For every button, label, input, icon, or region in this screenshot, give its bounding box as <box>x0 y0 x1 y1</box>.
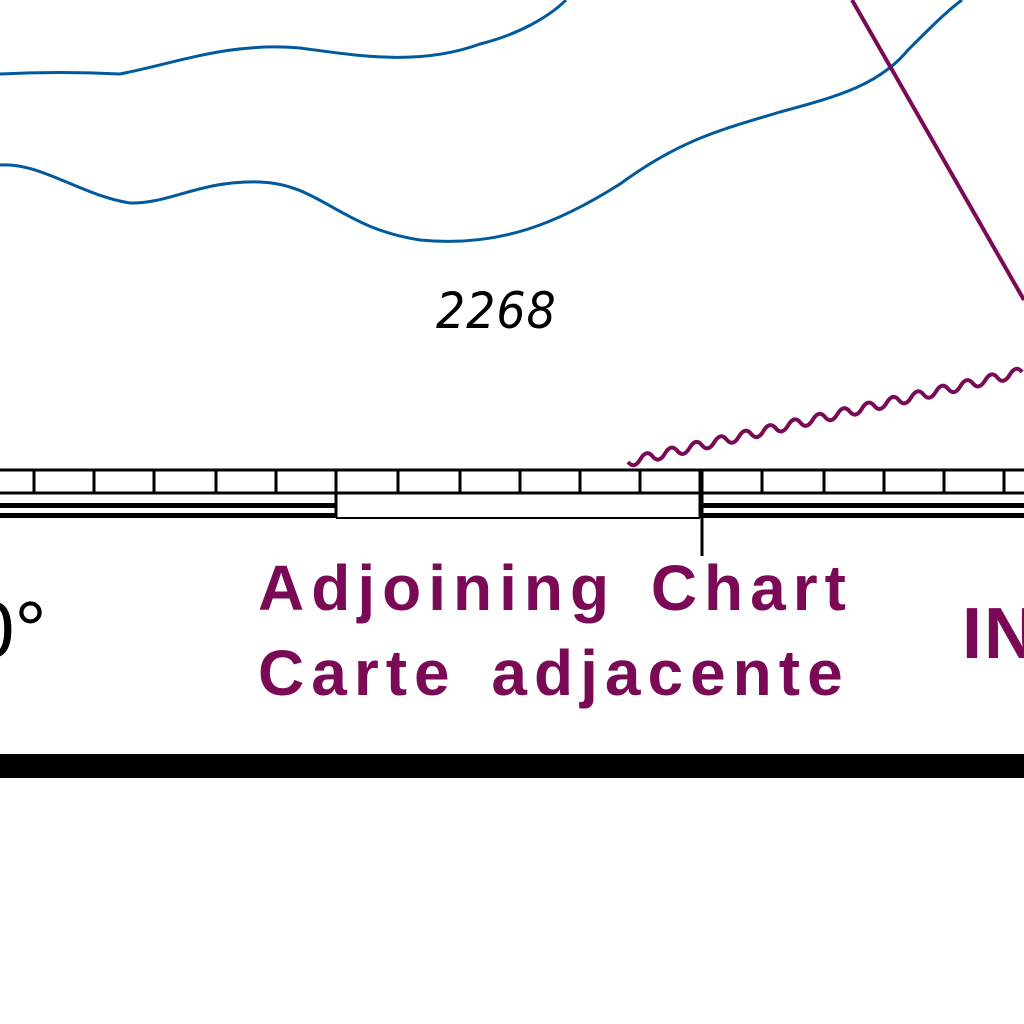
scale-ticks <box>32 470 1006 493</box>
adjoining-chart-label[interactable]: Adjoining Chart <box>258 552 853 624</box>
chart-border-scale <box>0 468 1024 556</box>
outer-frame-bar <box>0 754 1024 778</box>
border-bar-left-2 <box>0 513 336 518</box>
border-bar-right-2 <box>700 513 1024 518</box>
carte-adjacente-label[interactable]: Carte adjacente <box>258 637 850 709</box>
depth-sounding: 2268 <box>436 282 557 340</box>
depth-contour-lower <box>0 0 963 243</box>
border-bar-left-1 <box>0 503 336 508</box>
magenta-zigzag-boundary <box>626 366 1024 468</box>
magenta-limit-line <box>850 0 1024 301</box>
border-bar-right-1 <box>700 503 1024 508</box>
edge-text-fragment: IN <box>962 594 1024 674</box>
latitude-degree-label: 0° <box>0 585 47 674</box>
depth-contour-upper <box>0 0 568 76</box>
